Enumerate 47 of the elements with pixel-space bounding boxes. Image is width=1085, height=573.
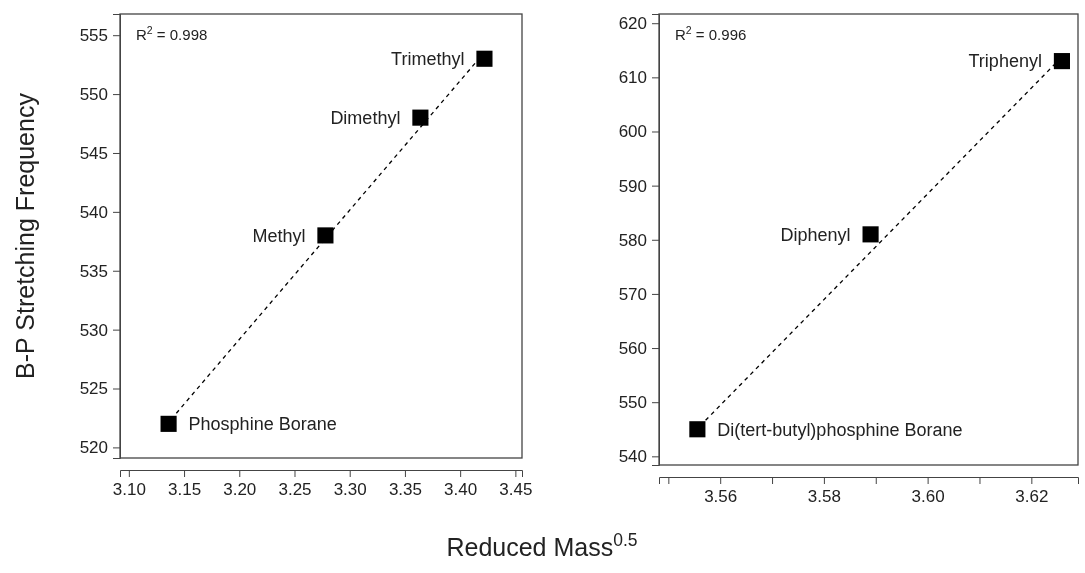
y-tick-label: 555	[79, 26, 108, 46]
point	[317, 227, 334, 244]
point	[412, 109, 429, 126]
y-tick-label: 590	[618, 176, 647, 196]
y-tick-label: 540	[79, 202, 108, 222]
x-tick-label: 3.10	[112, 480, 146, 500]
y-tick-label: 550	[618, 393, 647, 413]
annotation: R$^{2}$ = 0.998	[136, 24, 208, 43]
annotation: Trimethyl	[391, 49, 465, 70]
y-tick-label: 520	[79, 438, 108, 458]
y-tick-label: 600	[618, 122, 647, 142]
point	[862, 226, 879, 243]
annotation: Triphenyl	[968, 51, 1042, 72]
y-tick-label: 580	[618, 230, 647, 250]
point	[160, 415, 177, 432]
x-tick-label: 3.20	[223, 480, 257, 500]
y-tick-label: 610	[618, 68, 647, 88]
x-tick-label: 3.60	[911, 487, 945, 507]
annotation: Phosphine Borane	[188, 414, 337, 435]
annotation: Diphenyl	[780, 224, 851, 245]
annotation: Di(tert-butyl)phosphine Borane	[717, 419, 963, 440]
x-tick-label: 3.35	[388, 480, 422, 500]
y-tick-label: 560	[618, 338, 647, 358]
x-tick-label: 3.45	[499, 480, 533, 500]
x-tick-label: 3.58	[807, 487, 841, 507]
y-tick-label: 530	[79, 320, 108, 340]
y-axis-title: B-P Stretching Frequency	[11, 92, 39, 379]
y-tick-label: 540	[618, 447, 647, 467]
y-tick-label: 570	[618, 284, 647, 304]
x-tick-label: 3.62	[1015, 487, 1049, 507]
y-tick-label: 550	[79, 85, 108, 105]
annotation: Dimethyl	[330, 107, 401, 128]
x-tick-label: 3.25	[278, 480, 312, 500]
annotation: Methyl	[252, 225, 306, 246]
annotation: R$^{2}$ = 0.996	[675, 24, 747, 43]
point	[689, 421, 706, 438]
y-tick-label: 620	[618, 14, 647, 34]
x-tick-label: 3.56	[704, 487, 738, 507]
x-tick-label: 3.30	[333, 480, 367, 500]
y-tick-label: 545	[79, 143, 108, 163]
y-tick-label: 525	[79, 379, 108, 399]
x-tick-label: 3.40	[444, 480, 478, 500]
x-axis-title: Reduced Mass$^{0.5}$	[446, 530, 638, 561]
point	[1053, 53, 1070, 70]
point	[476, 50, 493, 67]
x-tick-label: 3.15	[168, 480, 202, 500]
y-tick-label: 535	[79, 261, 108, 281]
